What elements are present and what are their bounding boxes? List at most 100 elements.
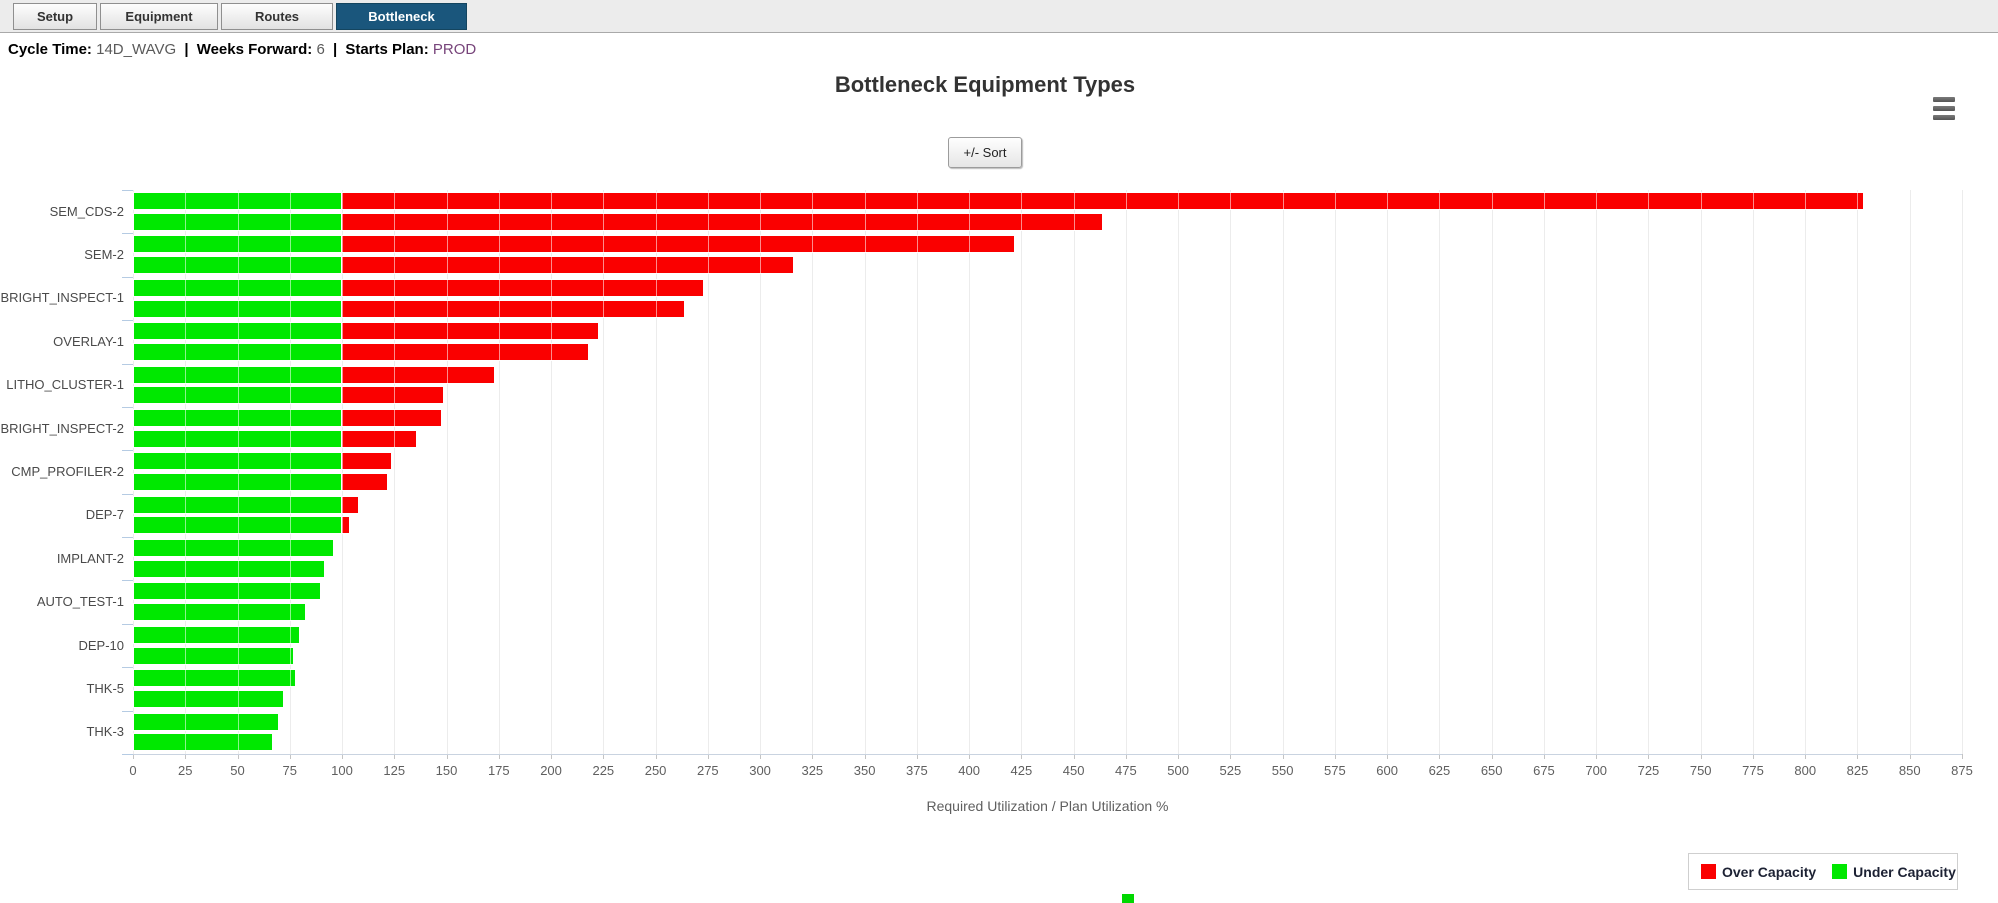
category-label: BRIGHT_INSPECT-2 [0, 420, 124, 436]
bar-plan-utilization-under-IMPLANT-2[interactable] [133, 559, 326, 578]
x-axis-line [133, 754, 1962, 755]
tab-setup[interactable]: Setup [13, 3, 97, 30]
x-axis-tick [655, 754, 657, 759]
gridline-overlay [1439, 190, 1441, 754]
y-axis-tick [122, 580, 133, 582]
plan-context-line: Cycle Time: 14D_WAVG | Weeks Forward: 6 … [8, 41, 476, 58]
x-axis-tick-label: 475 [1115, 763, 1137, 778]
gridline-overlay [812, 190, 814, 754]
bar-plan-utilization-over-LITHO_CLUSTER-1[interactable] [341, 386, 445, 405]
bar-required-utilization-under-THK-3[interactable] [133, 712, 280, 731]
x-axis-tick [1648, 754, 1650, 759]
x-axis-tick [707, 754, 709, 759]
tab-bar: Setup Equipment Routes Bottleneck [0, 0, 1998, 33]
bar-required-utilization-over-DEP-7[interactable] [341, 495, 359, 514]
x-axis-tick-label: 0 [129, 763, 137, 778]
gridline-overlay [1962, 190, 1963, 754]
gridline-overlay [916, 190, 918, 754]
legend-label: Under Capacity [1853, 863, 1956, 880]
bar-required-utilization-under-DEP-10[interactable] [133, 625, 301, 644]
tab-bottleneck[interactable]: Bottleneck [336, 3, 467, 30]
x-axis-tick-label: 100 [331, 763, 353, 778]
x-axis-tick-label: 250 [644, 763, 667, 778]
gridline-overlay [1125, 190, 1127, 754]
x-axis-tick-label: 150 [435, 763, 458, 778]
sort-button[interactable]: +/- Sort [948, 137, 1022, 168]
gridline-overlay [1230, 190, 1232, 754]
over-capacity-swatch [1701, 864, 1716, 879]
separator: | [332, 41, 338, 58]
x-axis-tick-label: 550 [1271, 763, 1294, 778]
bar-plan-utilization-over-BRIGHT_INSPECT-1[interactable] [341, 299, 685, 318]
tab-equipment[interactable]: Equipment [100, 3, 218, 30]
x-axis-tick-label: 775 [1742, 763, 1764, 778]
x-axis-tick [1439, 754, 1441, 759]
bar-plan-utilization-under-DEP-10[interactable] [133, 646, 294, 665]
legend-item-over-capacity[interactable]: Over Capacity [1701, 864, 1816, 880]
bar-plan-utilization-over-SEM-2[interactable] [341, 256, 794, 275]
x-axis-tick [342, 754, 344, 759]
bar-required-utilization-over-BRIGHT_INSPECT-2[interactable] [341, 408, 443, 427]
bar-required-utilization-under-IMPLANT-2[interactable] [133, 539, 334, 558]
hamburger-bar [1933, 115, 1955, 120]
x-axis-tick [1700, 754, 1702, 759]
gridline-overlay [1387, 190, 1389, 754]
x-axis-tick-label: 400 [958, 763, 980, 778]
gridline-overlay [603, 190, 605, 754]
bar-plan-utilization-over-CMP_PROFILER-2[interactable] [341, 473, 388, 492]
gridline-overlay [1752, 190, 1754, 754]
bar-required-utilization-under-THK-5[interactable] [133, 669, 297, 688]
legend-item-under-capacity[interactable]: Under Capacity [1832, 864, 1956, 880]
bar-required-utilization-over-CMP_PROFILER-2[interactable] [341, 452, 393, 471]
x-axis-tick-label: 500 [1167, 763, 1189, 778]
y-axis-tick [122, 623, 133, 625]
x-axis-tick-label: 600 [1376, 763, 1399, 778]
tab-routes[interactable]: Routes [221, 3, 333, 30]
under-capacity-swatch [1832, 864, 1848, 879]
x-axis-tick [1752, 754, 1754, 759]
bar-plan-utilization-under-AUTO_TEST-1[interactable] [133, 603, 307, 622]
bar-required-utilization-over-SEM_CDS-2[interactable] [341, 192, 1864, 210]
x-axis-tick-label: 875 [1951, 763, 1973, 778]
x-axis-tick [1021, 754, 1023, 759]
bar-plan-utilization-under-THK-5[interactable] [133, 690, 284, 709]
gridline-overlay [1334, 190, 1336, 754]
x-axis-tick [1230, 754, 1232, 759]
bar-plan-utilization-over-OVERLAY-1[interactable] [341, 342, 589, 361]
bar-plan-utilization-under-THK-3[interactable] [133, 733, 274, 752]
bar-required-utilization-over-SEM-2[interactable] [341, 235, 1016, 254]
y-axis-tick [122, 450, 133, 452]
bar-plan-utilization-over-DEP-7[interactable] [341, 516, 351, 535]
bar-plan-utilization-over-SEM_CDS-2[interactable] [341, 212, 1103, 231]
bar-required-utilization-under-AUTO_TEST-1[interactable] [133, 582, 322, 601]
y-axis-tick [122, 233, 133, 235]
x-axis-tick [446, 754, 448, 759]
gridline-overlay [1178, 190, 1180, 754]
x-axis-tick-label: 750 [1689, 763, 1712, 778]
x-axis-tick [1073, 754, 1075, 759]
x-axis-tick [1909, 754, 1911, 759]
bar-required-utilization-over-BRIGHT_INSPECT-1[interactable] [341, 278, 704, 297]
x-axis-tick [1491, 754, 1493, 759]
gridline-overlay [1073, 190, 1075, 754]
x-axis-tick [498, 754, 500, 759]
x-axis-tick-label: 425 [1010, 763, 1033, 778]
gridline-overlay [1021, 190, 1023, 754]
gridline-overlay [133, 190, 134, 754]
bar-required-utilization-over-LITHO_CLUSTER-1[interactable] [341, 365, 495, 384]
x-axis-tick [1125, 754, 1127, 759]
category-label: IMPLANT-2 [56, 550, 124, 566]
y-axis-tick [122, 667, 133, 669]
x-axis-tick [1596, 754, 1598, 759]
x-axis-tick-label: 350 [853, 763, 876, 778]
hamburger-icon[interactable] [1933, 97, 1957, 123]
category-label: THK-3 [86, 724, 124, 740]
x-axis-tick [551, 754, 553, 759]
category-label: DEP-10 [78, 637, 124, 653]
chart-legend: Over Capacity Under Capacity [1688, 853, 1958, 890]
bar-required-utilization-over-OVERLAY-1[interactable] [341, 322, 600, 341]
x-axis-tick-label: 200 [540, 763, 562, 778]
gridline-overlay [1491, 190, 1493, 754]
y-axis-tick [122, 537, 133, 539]
bar-plan-utilization-over-BRIGHT_INSPECT-2[interactable] [341, 429, 418, 448]
